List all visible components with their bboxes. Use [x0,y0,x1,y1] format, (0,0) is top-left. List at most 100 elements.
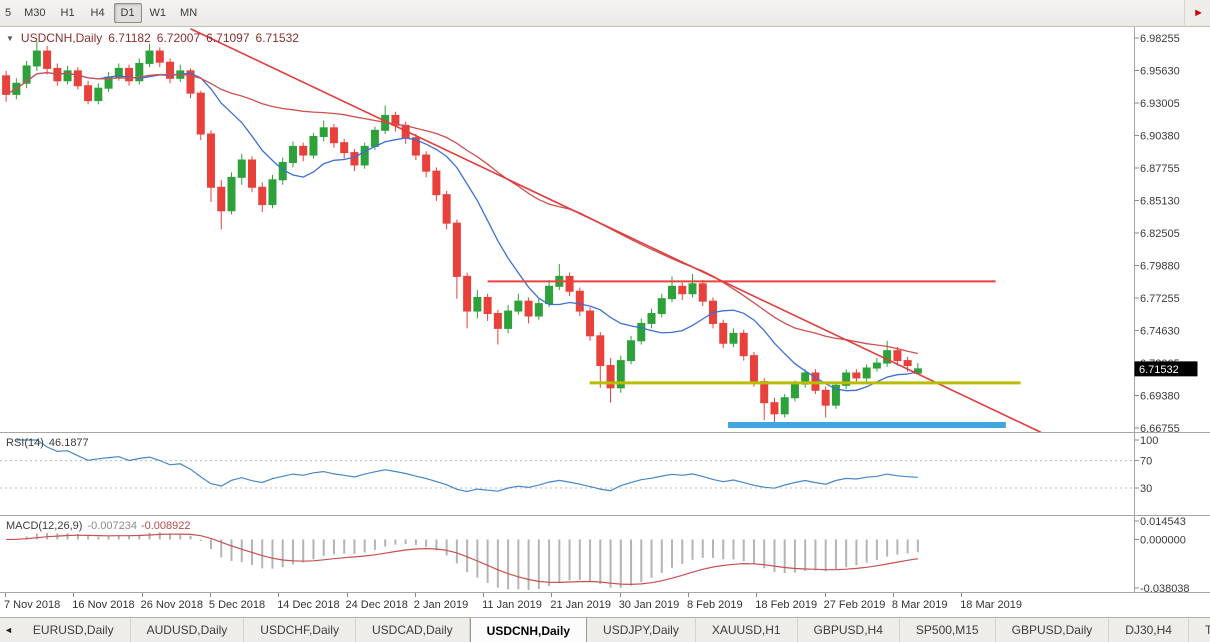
candle [852,369,861,383]
ohlc-high: 6.72007 [156,31,201,45]
candle [432,167,441,201]
tab-gbpusd-h4[interactable]: GBPUSD,H4 [798,618,900,642]
collapse-chart-arrow-icon[interactable]: ▼ [6,33,14,43]
ma-fast-line [5,71,919,392]
candle [288,141,297,168]
rsi-line [16,439,918,493]
tab-usdcad-daily[interactable]: USDCAD,Daily [356,618,470,642]
tab-xauusd-h1[interactable]: XAUUSD,H1 [696,618,798,642]
time-tick [551,593,553,597]
time-axis-label: 27 Feb 2019 [823,599,886,611]
time-axis[interactable]: 7 Nov 2018 16 Nov 2018 26 Nov 2018 5 Dec 20… [0,593,1210,617]
candle [463,272,472,329]
candle [299,142,308,162]
macd-histogram [15,532,919,591]
time-tick [756,593,758,597]
candle [893,346,902,366]
candle [586,307,595,341]
symbol-tab-bar: ◄ EURUSD,Daily AUDUSD,Daily USDCHF,Daily US… [0,617,1210,642]
tab-usdchf-daily[interactable]: USDCHF,Daily [244,618,356,642]
price-scale-label: 6.69380 [1140,391,1180,403]
tabs-scroll-right-icon[interactable]: ► [1184,0,1210,25]
candle [637,318,646,345]
macd-panel-canvas[interactable]: 0.014543 0.000000 -0.038038 [0,516,1210,593]
macd-indicator-label: MACD(12,26,9) -0.007234 -0.008922 [6,520,191,532]
price-scale-label: 6.77255 [1140,293,1180,305]
tab-eurusd-daily[interactable]: EURUSD,Daily [17,618,131,642]
timeframe-button-m30[interactable]: M30 [24,7,46,19]
candle [627,335,636,365]
candle [340,138,349,159]
tabs-scroll-left-icon[interactable]: ◄ [4,625,13,635]
svg-text:6.71532: 6.71532 [1139,364,1179,376]
rsi-scale-label: 70 [1140,456,1152,468]
rsi-name: RSI(14) [6,437,44,449]
tab-audusd-daily[interactable]: AUDUSD,Daily [131,618,245,642]
rsi-scale-label: 100 [1140,435,1158,447]
candle [94,83,103,105]
timeframe-button-h4[interactable]: H4 [90,7,105,19]
candle [43,46,52,75]
tab-usdjpy-daily[interactable]: USDJPY,Daily [587,618,696,642]
candle [309,132,318,159]
time-axis-label: 30 Jan 2019 [618,599,680,611]
candle [32,41,41,71]
timeframe-button-h1[interactable]: H1 [60,7,75,19]
tab-usdcnh-daily[interactable]: USDCNH,Daily [469,618,588,642]
chart-symbol-info: ▼ USDCNH,Daily 6.71182 6.72007 6.71097 6… [6,31,299,45]
time-tick [961,593,963,597]
rsi-panel-canvas[interactable]: 100 70 30 [0,433,1210,516]
timeframe-button-mn[interactable]: MN [180,7,198,19]
tab-tech100-h1[interactable]: TECH100,H1 [1189,618,1210,642]
timeframe-button-d1[interactable]: D1 [113,3,142,23]
candle [678,282,687,300]
candle [821,386,830,418]
candle [258,182,267,213]
candle [2,70,11,102]
candle [780,394,789,418]
candle [872,358,881,372]
time-axis-label: 11 Jan 2019 [482,599,542,611]
rsi-indicator-label: RSI(14) 46.1877 [6,437,89,449]
timeframe-button-w1[interactable]: W1 [149,7,167,19]
candle [319,120,328,142]
time-tick [892,593,894,597]
candle [719,319,728,349]
tab-gbpusd-daily[interactable]: GBPUSD,Daily [996,618,1110,642]
candle [657,293,666,318]
price-chart-canvas[interactable]: 6.98255 6.95630 6.93005 6.90380 6.87755 6.851… [0,27,1210,433]
candle [63,65,72,85]
candle [268,174,277,209]
price-scale-label: 6.79880 [1140,261,1180,273]
timeframe-toolbar: 5 M30 H1 H4 D1 W1 MN [0,0,1210,27]
candle [883,340,892,367]
current-price-tag: 6.71532 [1134,361,1198,377]
descending-trendline[interactable] [190,28,1042,433]
rsi-value: 46.1877 [48,437,89,449]
tab-dj30-h4[interactable]: DJ30,H4 [1109,618,1189,642]
candle [217,179,226,230]
tab-sp500-m15[interactable]: SP500,M15 [900,618,996,642]
candle [207,130,216,203]
timeframe-button-5[interactable]: 5 [5,7,12,19]
candle [329,124,338,148]
candle [688,273,697,298]
ohlc-low: 6.71097 [206,31,250,45]
price-scale-label: 6.95630 [1140,66,1180,78]
price-scale-label: 6.82505 [1140,228,1180,240]
candle [668,276,677,303]
time-axis-label: 24 Dec 2018 [345,599,408,611]
price-scale-label: 6.90380 [1140,131,1180,143]
candle [135,58,144,85]
candle [739,329,748,361]
candle [565,272,574,297]
macd-value-main: -0.007234 [87,520,137,532]
time-axis-label: 18 Feb 2019 [755,599,818,611]
rsi-scale-label: 30 [1140,483,1152,495]
time-tick [209,593,211,597]
candle [596,332,605,388]
candle [473,290,482,319]
candle [483,293,492,321]
price-scale-label: 6.66755 [1140,423,1180,433]
time-axis-label: 16 Nov 2018 [72,599,135,611]
